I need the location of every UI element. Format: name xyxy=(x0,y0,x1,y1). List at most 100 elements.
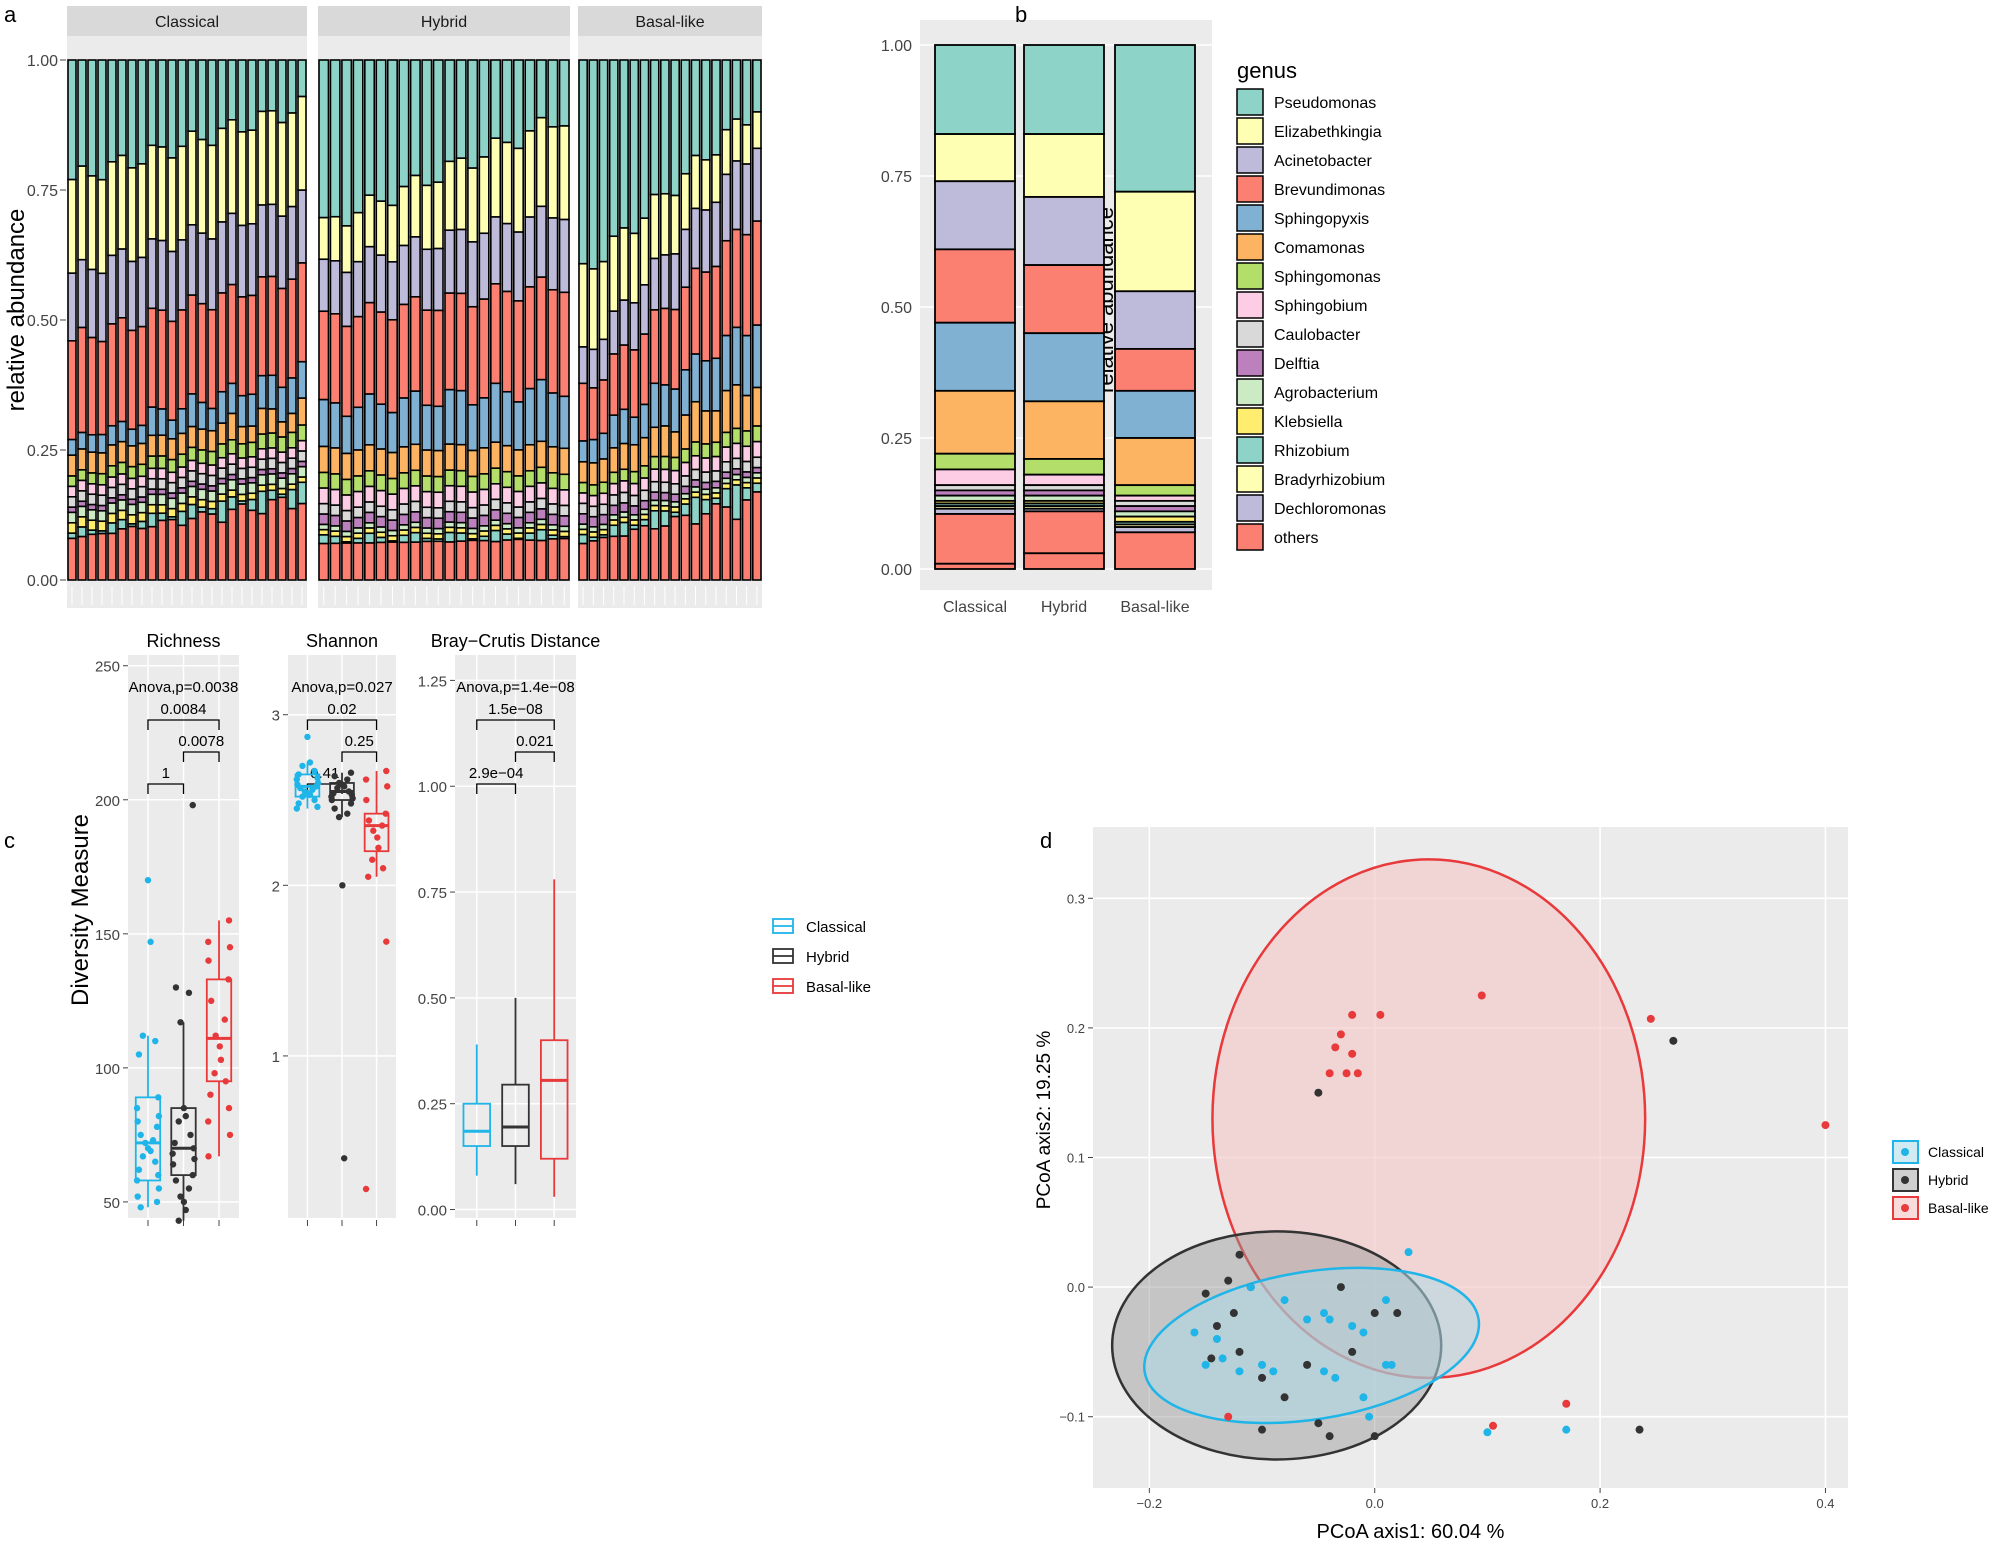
bar-segment-klebsiella xyxy=(237,493,247,502)
x-tick-label: −0.2 xyxy=(1137,1496,1163,1511)
data-point xyxy=(205,938,212,946)
bar-segment-acinetobacter xyxy=(490,216,502,285)
bar-segment-sphingomonas xyxy=(67,475,77,488)
bar-segment-brevundimonas xyxy=(680,286,691,371)
significance-bracket xyxy=(341,751,378,762)
bar-segment-brevundimonas xyxy=(247,294,257,396)
bar-segment-acinetobacter xyxy=(187,224,197,296)
bar-segment-sphingomonas xyxy=(375,474,387,492)
data-point xyxy=(134,1193,141,1200)
data-point xyxy=(295,800,302,807)
bar-segment-others xyxy=(364,542,376,581)
bar-segment-brevundimonas xyxy=(478,298,490,399)
legend-label: others xyxy=(1274,530,1318,547)
bar-segment-sphingomonas xyxy=(318,471,330,489)
bar-segment-pseudomonas xyxy=(157,59,167,148)
data-point xyxy=(216,1043,223,1050)
bar-segment-sphingopyxis xyxy=(721,334,732,392)
bar-segment-caulobacter xyxy=(177,476,187,489)
data-point xyxy=(207,1091,214,1098)
bar-segment-pseudomonas xyxy=(227,59,237,121)
bar-segment-delftia xyxy=(352,516,364,529)
bar-segment-sphingomonas xyxy=(257,433,267,450)
bar-segment-elizabethkingia xyxy=(237,131,247,227)
bar-segment-elizabethkingia xyxy=(177,145,187,241)
bar-segment-delftia xyxy=(731,468,742,476)
bar-segment-brevundimonas xyxy=(177,309,187,410)
bar-segment-klebsiella xyxy=(207,500,217,510)
bar-segment-sphingobium xyxy=(237,457,247,470)
bar-segment-sphingomonas xyxy=(455,469,467,488)
bar-segment-others xyxy=(501,539,513,581)
bar-segment-acinetobacter xyxy=(257,204,267,278)
bar-segment-others xyxy=(375,541,387,581)
bar-segment-brevundimonas xyxy=(721,239,732,337)
bar-segment-acinetobacter xyxy=(127,260,137,332)
bar-segment-acinetobacter xyxy=(670,253,681,311)
legend-label: Classical xyxy=(1928,1144,1984,1160)
data-point-classical xyxy=(1359,1393,1368,1402)
bar-segment-comamonas xyxy=(478,447,490,475)
bar-segment-pseudomonas xyxy=(619,59,629,229)
bar-segment-pseudomonas xyxy=(97,59,107,181)
bar-segment-elizabethkingia xyxy=(670,194,681,255)
data-point xyxy=(364,873,372,880)
bar-segment-elizabethkingia xyxy=(700,159,711,211)
bar-segment-pseudomonas xyxy=(287,59,297,114)
data-point xyxy=(306,759,314,766)
bar-segment-brevundimonas xyxy=(501,290,513,393)
bar-segment-sphingobium xyxy=(444,484,456,503)
bar-segment-pseudomonas xyxy=(177,59,187,148)
legend-label: Classical xyxy=(806,919,866,936)
bar-segment-acinetobacter xyxy=(558,218,570,294)
bar-segment-comamonas xyxy=(578,461,589,484)
bar-segment-pseudomonas xyxy=(137,59,147,165)
bar-segment-comamonas xyxy=(127,445,137,468)
legend-label: Caulobacter xyxy=(1274,327,1361,344)
legend-label: Sphingobium xyxy=(1274,298,1367,315)
bar-segment-sphingomonas xyxy=(107,465,117,478)
facet-title: Shannon xyxy=(306,631,378,651)
bar-segment-brevundimonas xyxy=(217,292,227,393)
bar-segment-agrobacterium xyxy=(87,509,97,522)
bar-segment-comamonas xyxy=(117,440,127,464)
bar-segment-sphingopyxis xyxy=(444,388,456,445)
bar-segment-pseudomonas xyxy=(1114,44,1196,193)
bar-segment-comamonas xyxy=(731,384,742,430)
legend-swatch xyxy=(1236,291,1264,319)
data-point-classical xyxy=(1218,1354,1227,1363)
data-point xyxy=(369,856,376,863)
bar-segment-sphingopyxis xyxy=(329,402,341,449)
bar-segment-brevundimonas xyxy=(467,305,479,406)
bar-segment-agrobacterium xyxy=(187,485,197,498)
bar-segment-others xyxy=(751,491,762,581)
bar-segment-caulobacter xyxy=(501,502,513,515)
bar-segment-brevundimonas xyxy=(578,382,589,442)
bar-segment-caulobacter xyxy=(277,461,287,474)
bar-segment-sphingobium xyxy=(287,447,297,460)
bar-segment-others xyxy=(490,540,502,581)
bar-segment-comamonas xyxy=(267,408,277,434)
bar-segment-sphingopyxis xyxy=(147,406,157,437)
confidence-ellipse-classical xyxy=(1143,1266,1481,1425)
x-axis-title: PCoA axis1: 60.04 % xyxy=(1317,1521,1505,1543)
data-point-hybrid xyxy=(1635,1425,1644,1434)
bar-segment-caulobacter xyxy=(680,475,691,488)
bar-segment-elizabethkingia xyxy=(287,112,297,208)
bar-segment-acinetobacter xyxy=(1114,290,1196,350)
bar-segment-sphingomonas xyxy=(87,472,97,485)
bar-segment-elizabethkingia xyxy=(741,124,752,165)
bar-segment-sphingobium xyxy=(77,479,87,492)
bar-segment-brevundimonas xyxy=(670,308,681,390)
bar-segment-sphingomonas xyxy=(237,443,247,459)
bar-segment-elizabethkingia xyxy=(341,225,353,274)
bar-segment-elizabethkingia xyxy=(207,144,217,240)
facet-background xyxy=(67,32,307,608)
y-axis-title: PCoA axis2: 19.25 % xyxy=(1034,1031,1055,1210)
bar-segment-acinetobacter xyxy=(629,302,640,351)
bar-segment-sphingomonas xyxy=(558,473,570,491)
bar-segment-sphingobium xyxy=(478,488,490,506)
panel-c: Diversity Measure Richness 50 100 150 200 250 A… xyxy=(67,631,871,1226)
bar-segment-comamonas xyxy=(421,449,433,477)
bar-segment-sphingopyxis xyxy=(97,433,107,454)
